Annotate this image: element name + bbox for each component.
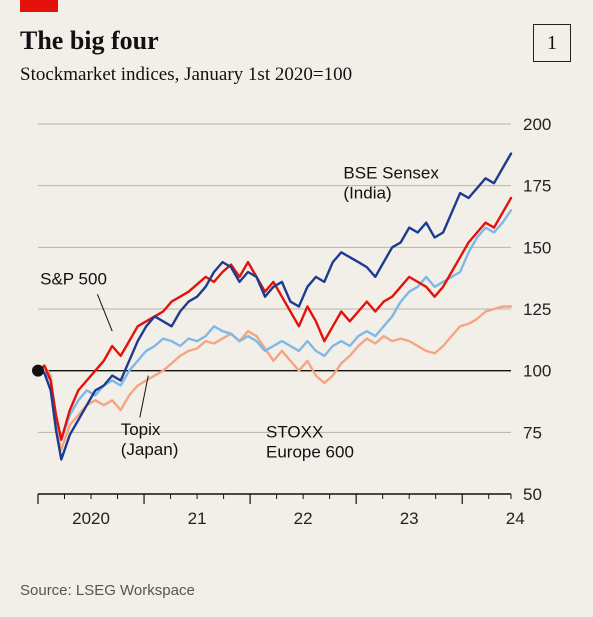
svg-text:2020: 2020 xyxy=(72,509,110,528)
svg-text:(Japan): (Japan) xyxy=(121,440,179,459)
chart-svg: 50 75 100 125 150 175 200 2020 21 22 23 24 STOXXEuro… xyxy=(20,110,573,540)
svg-text:200: 200 xyxy=(523,115,551,134)
panel-number-box: 1 xyxy=(533,24,571,62)
svg-text:100: 100 xyxy=(523,362,551,381)
chart-subtitle: Stockmarket indices, January 1st 2020=10… xyxy=(20,64,352,86)
svg-text:BSE Sensex: BSE Sensex xyxy=(343,163,439,182)
source-line: Source: LSEG Workspace xyxy=(20,582,195,599)
svg-text:Europe 600: Europe 600 xyxy=(266,442,354,461)
panel-number: 1 xyxy=(547,32,557,55)
svg-text:150: 150 xyxy=(523,238,551,257)
svg-text:50: 50 xyxy=(523,485,542,504)
svg-text:23: 23 xyxy=(400,509,419,528)
svg-text:24: 24 xyxy=(506,509,525,528)
line-chart: 50 75 100 125 150 175 200 2020 21 22 23 24 STOXXEuro… xyxy=(20,110,573,545)
svg-text:Topix: Topix xyxy=(121,420,161,439)
svg-text:STOXX: STOXX xyxy=(266,422,323,441)
svg-text:75: 75 xyxy=(523,423,542,442)
chart-title: The big four xyxy=(20,26,159,56)
svg-text:125: 125 xyxy=(523,300,551,319)
svg-text:S&P 500: S&P 500 xyxy=(40,269,107,288)
svg-text:22: 22 xyxy=(294,509,313,528)
svg-text:175: 175 xyxy=(523,177,551,196)
svg-text:(India): (India) xyxy=(343,183,391,202)
brand-accent-bar xyxy=(20,0,58,12)
svg-text:21: 21 xyxy=(188,509,207,528)
